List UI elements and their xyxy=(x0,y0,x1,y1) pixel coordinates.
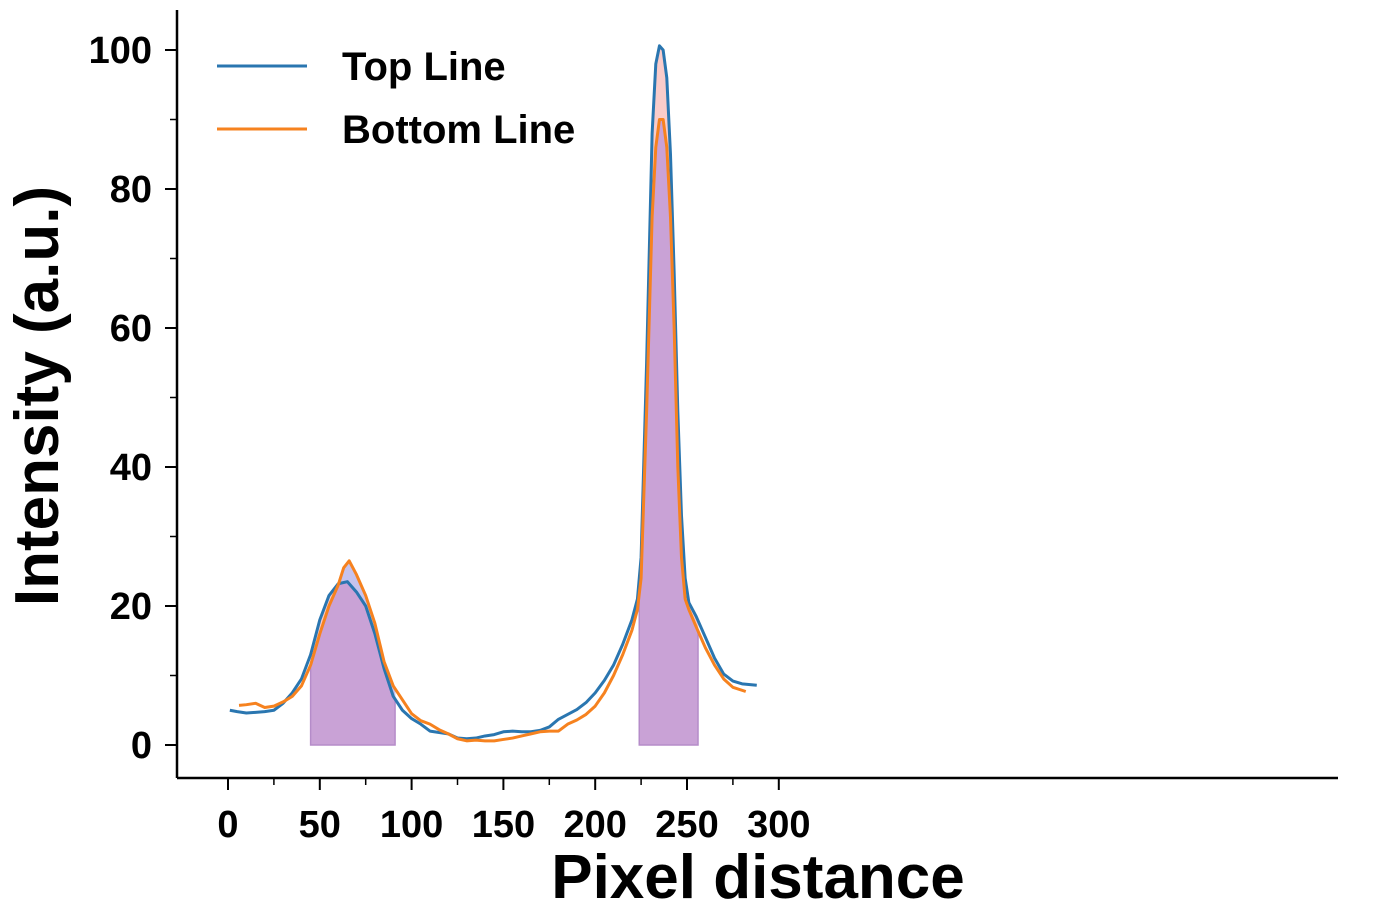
x-tick-label: 300 xyxy=(747,804,810,846)
y-tick-label: 0 xyxy=(131,725,152,767)
series-line-top-line xyxy=(229,44,757,741)
series-lines xyxy=(229,44,757,743)
x-axis-title: Pixel distance xyxy=(551,843,965,912)
x-tick-label: 250 xyxy=(655,804,718,846)
axes xyxy=(175,10,1338,780)
x-tick-label: 50 xyxy=(299,804,341,846)
y-tick-label: 40 xyxy=(110,447,152,489)
shaded-region-2 xyxy=(638,118,699,746)
x-tick-label: 150 xyxy=(472,804,535,846)
y-tick-label: 80 xyxy=(110,169,152,211)
x-tick-label: 200 xyxy=(563,804,626,846)
x-tick-label: 0 xyxy=(217,804,238,846)
x-tick-label: 100 xyxy=(380,804,443,846)
shaded-regions xyxy=(309,118,699,746)
legend-label-top-line: Top Line xyxy=(342,45,506,89)
ticks: 0 50 100 150 200 250 300 0 20 40 60 80 100 xyxy=(89,30,811,846)
y-axis-title: Intensity (a.u.) xyxy=(3,186,72,606)
legend-label-bottom-line: Bottom Line xyxy=(342,108,575,152)
y-tick-label: 20 xyxy=(110,586,152,628)
y-tick-label: 60 xyxy=(110,308,152,350)
series-line-bottom-line xyxy=(238,118,747,743)
y-tick-label: 100 xyxy=(89,30,152,72)
legend: Top Line Bottom Line xyxy=(217,45,575,152)
